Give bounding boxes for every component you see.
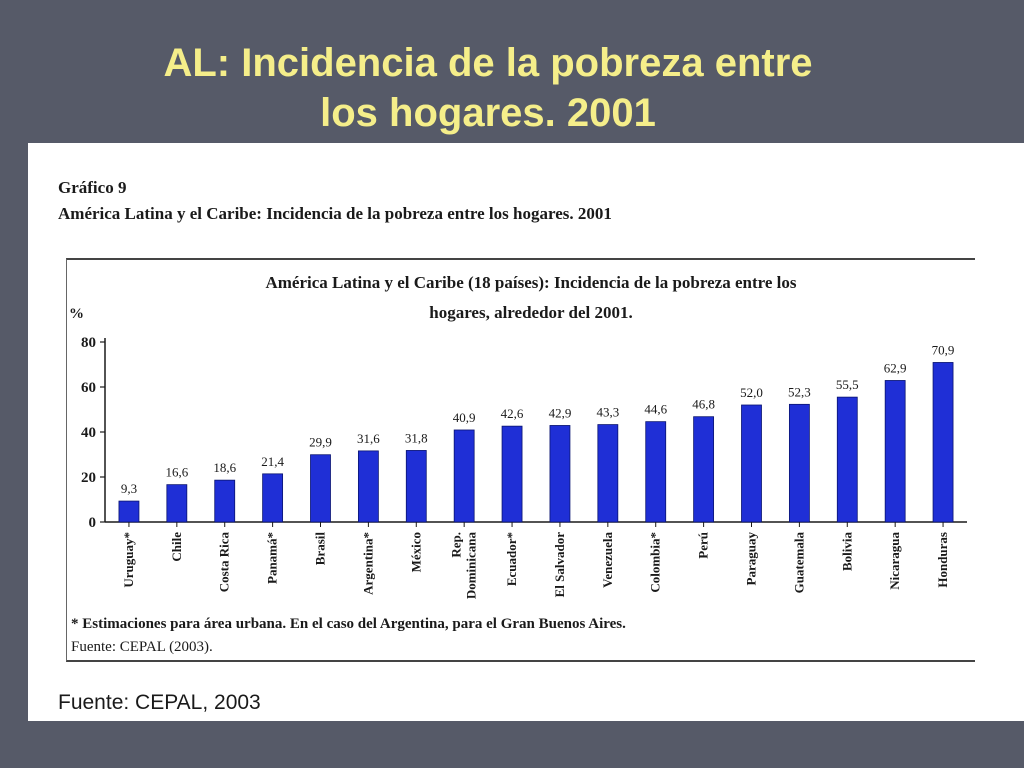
bar-value-label: 43,3 <box>596 405 619 420</box>
chart-source: Fuente: CEPAL (2003). <box>71 639 213 655</box>
bar-value-label: 55,5 <box>836 377 859 392</box>
bar <box>214 479 236 523</box>
x-category-label: Nicaragua <box>887 532 902 590</box>
x-category-label: Colombia* <box>648 532 663 593</box>
x-category-label: Honduras <box>935 532 950 588</box>
slide-title: AL: Incidencia de la pobreza entre los h… <box>0 38 976 138</box>
bar-value-label: 42,9 <box>549 405 572 420</box>
figure-number: Gráfico 9 <box>58 178 127 197</box>
y-tick-label: 40 <box>81 425 96 441</box>
bar-value-label: 29,9 <box>309 435 332 450</box>
bar-value-label: 18,6 <box>213 460 236 475</box>
x-category-label: Argentina* <box>360 532 375 595</box>
x-category-label: Brasil <box>313 532 328 566</box>
bar-value-label: 42,6 <box>501 406 524 421</box>
chart-title-line-2: hogares, alrededor del 2001. <box>429 303 633 322</box>
x-category-label: El Salvador <box>552 532 567 598</box>
x-category-label: Ecuador* <box>504 532 519 586</box>
x-category-label: Guatemala <box>791 532 806 594</box>
bar-value-label: 21,4 <box>261 454 284 469</box>
bar-value-label: 31,8 <box>405 430 428 445</box>
bar <box>884 380 906 523</box>
y-tick-label: 20 <box>81 470 96 486</box>
bar-value-label: 46,8 <box>692 397 715 412</box>
bar <box>405 450 427 523</box>
slide-title-line-2: los hogares. 2001 <box>320 91 656 135</box>
bar-value-label: 31,6 <box>357 431 380 446</box>
bar-value-label: 52,0 <box>740 385 763 400</box>
slide-title-line-1: AL: Incidencia de la pobreza entre <box>163 41 813 85</box>
bar <box>836 396 858 523</box>
chart-title-line-1: América Latina y el Caribe (18 países): … <box>265 273 796 292</box>
x-category-label: México <box>408 532 423 572</box>
x-category-label: Costa Rica <box>217 532 232 593</box>
bar-value-label: 70,9 <box>932 342 955 357</box>
bar <box>166 484 188 523</box>
bar <box>645 421 667 523</box>
bar <box>693 416 715 523</box>
bar <box>310 454 331 523</box>
bar <box>501 425 523 523</box>
x-category-label: Rep. <box>449 532 464 558</box>
bar <box>741 404 762 523</box>
bar <box>262 473 284 523</box>
bar-value-label: 44,6 <box>644 402 667 417</box>
y-tick-label: 0 <box>89 515 97 531</box>
figure-panel: Gráfico 9 América Latina y el Caribe: In… <box>28 143 1024 721</box>
y-tick-label: 80 <box>81 335 96 351</box>
bar <box>932 362 954 523</box>
y-axis-unit-label: % <box>69 306 84 322</box>
x-category-label: Venezuela <box>600 532 615 588</box>
bar <box>788 403 810 523</box>
bar <box>453 429 475 523</box>
bar <box>118 500 140 523</box>
bar <box>357 450 379 523</box>
bar <box>549 425 571 523</box>
bar <box>597 424 619 523</box>
bar-chart: América Latina y el Caribe (18 países): … <box>69 273 967 655</box>
plot-area: 0 20 40 60 80 9,3 Uruguay* 16,6 Chile 18,6 Costa R… <box>81 335 967 599</box>
y-tick-label: 60 <box>81 380 96 396</box>
figure-caption: América Latina y el Caribe: Incidencia d… <box>58 204 612 223</box>
chart-note: * Estimaciones para área urbana. En el c… <box>71 616 626 632</box>
bar-value-label: 9,3 <box>121 481 137 496</box>
panel-source: Fuente: CEPAL, 2003 <box>58 691 261 714</box>
x-category-label: Uruguay* <box>121 532 136 588</box>
bar-value-label: 16,6 <box>165 465 188 480</box>
bar-value-label: 62,9 <box>884 360 907 375</box>
bar-value-label: 52,3 <box>788 384 811 399</box>
x-category-label: Chile <box>169 532 184 562</box>
bar-value-label: 40,9 <box>453 410 476 425</box>
x-category-label: Bolivia <box>839 532 854 572</box>
x-category-label: Panamá* <box>265 532 280 584</box>
x-category-label: Paraguay <box>744 532 759 586</box>
x-category-label: Dominicana <box>464 532 479 600</box>
figure-heading: Gráfico 9 América Latina y el Caribe: In… <box>58 175 612 227</box>
x-category-label: Perú <box>696 532 711 559</box>
chart-frame: América Latina y el Caribe (18 países): … <box>66 258 975 662</box>
